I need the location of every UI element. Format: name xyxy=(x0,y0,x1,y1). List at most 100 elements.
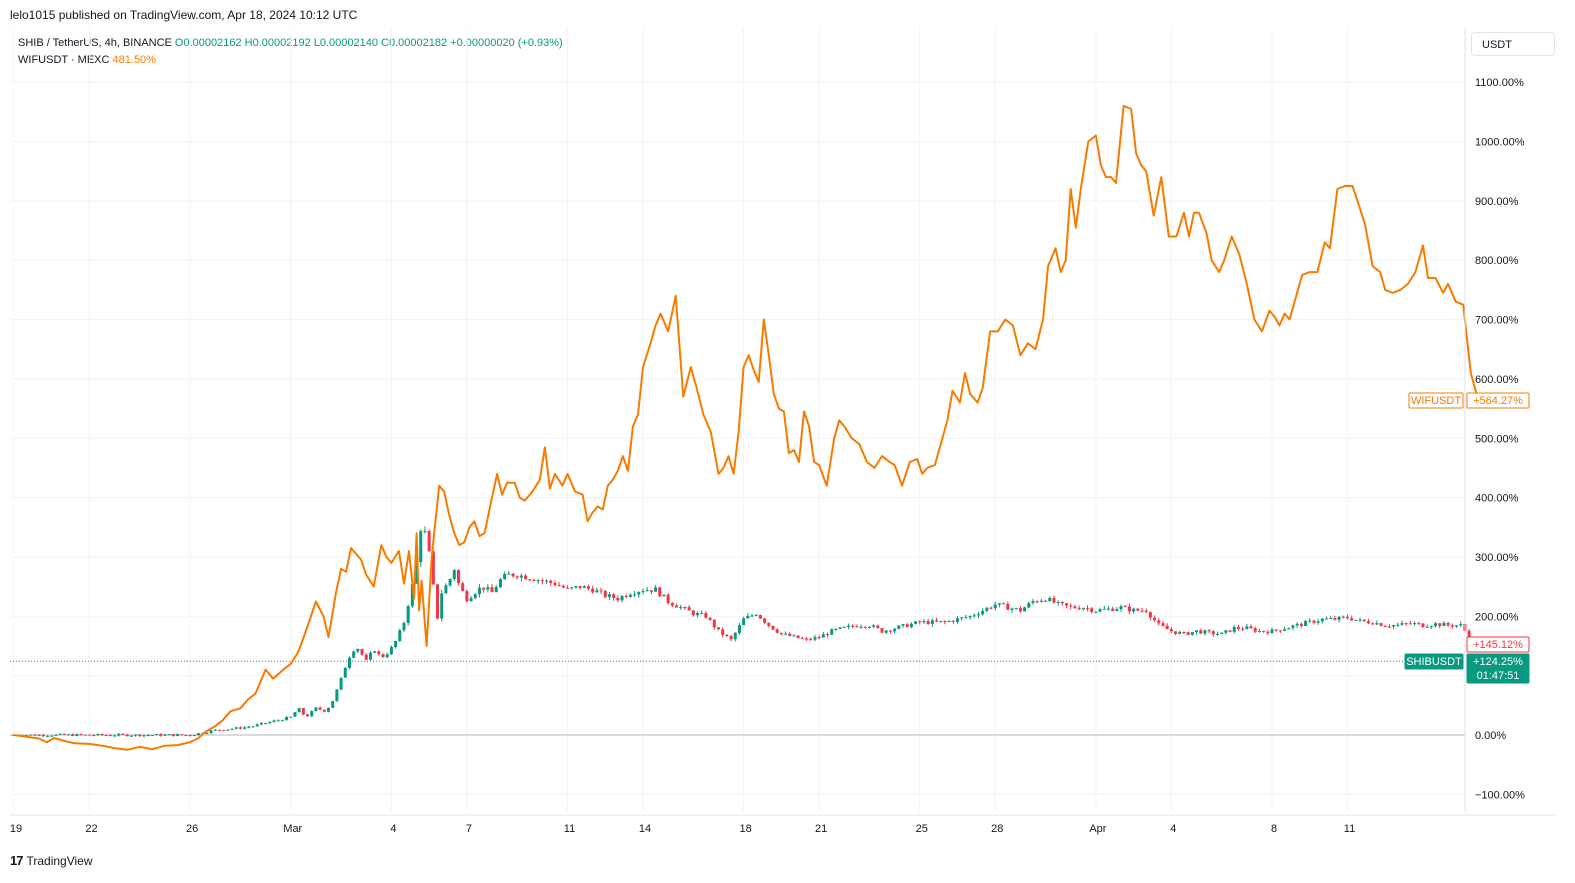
x-tick-label: 26 xyxy=(186,823,198,835)
shib-candle xyxy=(1329,618,1333,620)
shib-candle xyxy=(742,618,746,626)
shib-candle xyxy=(364,654,368,660)
shib-candle xyxy=(1467,630,1471,639)
shib-candle xyxy=(1421,623,1425,628)
shib-candle xyxy=(1371,623,1375,625)
shib-candle xyxy=(872,625,876,627)
shib-candle xyxy=(339,677,343,690)
shib-candle xyxy=(1316,621,1320,623)
shib-candle xyxy=(1312,620,1316,623)
shib-candle xyxy=(1236,627,1240,629)
time-axis[interactable]: 19 22 26 Mar 4 7 11 14 18 21 25 28 Apr 4 8 11 xyxy=(10,814,1555,835)
shib-candle xyxy=(1228,630,1232,632)
shib-candle xyxy=(1354,619,1358,621)
shib-candle xyxy=(557,585,561,587)
shib-candle xyxy=(197,733,201,736)
shib-candle xyxy=(1148,612,1152,618)
shib-candle xyxy=(1295,623,1299,626)
shib-candle xyxy=(368,652,372,660)
shib-candle xyxy=(1442,622,1446,627)
shib-candle xyxy=(884,630,888,633)
shib-candle xyxy=(1434,623,1438,627)
publish-attribution: lelo1015 published on TradingView.com, A… xyxy=(10,8,358,22)
shib-candle xyxy=(1379,623,1383,626)
shib-candle xyxy=(33,734,37,736)
shib-candle xyxy=(1446,622,1450,626)
legend-wif-row[interactable]: WIFUSDT · MEXC 481.50% xyxy=(18,52,563,69)
shib-candle xyxy=(394,641,398,647)
shib-candle xyxy=(637,592,641,595)
shib-candle xyxy=(1111,608,1115,611)
shib-candle xyxy=(306,714,310,717)
shib-candle xyxy=(79,734,83,736)
shib-candle xyxy=(1018,608,1022,612)
shib-candle xyxy=(951,620,955,622)
x-tick-label: 19 xyxy=(10,823,22,835)
shib-candle xyxy=(498,579,502,588)
shib-candle xyxy=(607,594,611,598)
shib-candle xyxy=(465,590,469,602)
shib-candle xyxy=(1362,619,1366,622)
shib-candle xyxy=(217,729,221,731)
x-tick-label: 11 xyxy=(564,823,575,835)
legend-shib-row[interactable]: SHIB / TetherUS, 4h, BINANCE O0.00002162… xyxy=(18,35,563,52)
y-tick-label: −100.00% xyxy=(1475,789,1525,801)
shib-candle xyxy=(930,620,934,625)
shib-candle xyxy=(754,615,758,617)
shib-candle xyxy=(507,573,511,575)
shib-candle xyxy=(423,531,427,533)
shib-candle xyxy=(259,722,263,725)
shib-candle xyxy=(113,735,117,737)
shib-candle xyxy=(1014,608,1018,610)
shib-candle xyxy=(1211,631,1215,635)
shib-candle xyxy=(1157,620,1161,624)
shib-candle xyxy=(708,617,712,620)
shib-candle xyxy=(809,638,813,640)
y-tick-label: 300.00% xyxy=(1475,552,1519,564)
shib-candle xyxy=(1429,626,1433,628)
legend-wif-value: 481.50% xyxy=(112,54,156,66)
shib-candle xyxy=(75,734,79,736)
shib-candle xyxy=(188,735,192,737)
shib-candle xyxy=(989,607,993,609)
shib-candle xyxy=(771,625,775,630)
shib-candle xyxy=(402,622,406,631)
shib-candle xyxy=(725,634,729,637)
shib-candle xyxy=(1060,601,1064,604)
shib-candle xyxy=(1094,611,1098,613)
shib-candle xyxy=(1366,621,1370,624)
shib-candle xyxy=(159,734,163,736)
shib-candle xyxy=(914,621,918,624)
shib-candle xyxy=(758,615,762,619)
shib-candle xyxy=(1387,626,1391,628)
shib-candle xyxy=(226,729,230,731)
shib-candle xyxy=(603,590,607,598)
tradingview-logo[interactable]: 17 TradingView xyxy=(10,853,93,868)
shib-candle xyxy=(1404,623,1408,625)
shib-candle xyxy=(41,734,45,737)
shib-candle xyxy=(1174,631,1178,634)
shib-candle xyxy=(125,734,129,737)
price-axis[interactable]: −100.00% 0.00% 200.00% 300.00% 400.00% 500.00… xyxy=(1464,28,1525,812)
shib-candle xyxy=(1291,625,1295,629)
shib-candle xyxy=(104,735,108,737)
shib-candle xyxy=(1299,623,1303,626)
shib-candle xyxy=(1069,605,1073,607)
shib-candle xyxy=(1169,629,1173,632)
shib-candle xyxy=(1400,623,1404,625)
shib-candle xyxy=(1153,617,1157,621)
shib-candle xyxy=(431,551,435,585)
shib-candle xyxy=(213,729,217,731)
shib-candle xyxy=(918,621,922,623)
shib-candle xyxy=(1345,616,1349,619)
shib-candle xyxy=(251,726,255,728)
shib-candle xyxy=(243,727,247,729)
shib-candle xyxy=(92,735,96,737)
currency-button[interactable]: USDT xyxy=(1471,32,1555,56)
shib-candle xyxy=(519,575,523,578)
shib-candle xyxy=(1006,603,1010,610)
shib-candle xyxy=(331,701,335,708)
legend-shib-ohlc: O0.00002162 H0.00002192 L0.00002140 C0.0… xyxy=(174,37,563,49)
shib-candle xyxy=(444,585,448,594)
